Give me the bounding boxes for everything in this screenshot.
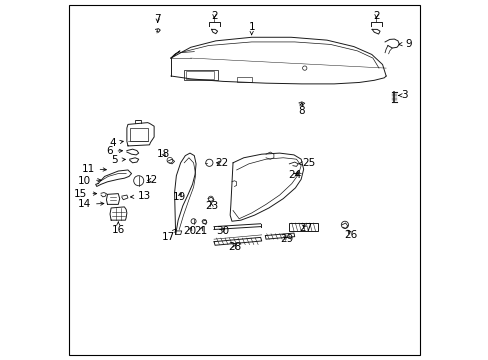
Text: 2: 2 [211,11,217,21]
Text: 24: 24 [287,170,301,180]
Text: 7: 7 [154,14,161,24]
Text: 26: 26 [344,230,357,239]
Text: 6: 6 [106,146,122,156]
Bar [289,223,317,231]
Text: 21: 21 [194,226,207,236]
Text: 29: 29 [280,234,293,244]
Text: 1: 1 [248,22,254,35]
Text: 13: 13 [130,191,151,201]
Text: 8: 8 [297,103,304,116]
Text: 23: 23 [204,201,218,211]
Text: 30: 30 [215,226,228,236]
Text: 15: 15 [74,189,97,199]
Text: 3: 3 [398,90,407,100]
Text: 25: 25 [298,158,314,168]
Text: 22: 22 [215,158,228,168]
Text: 4: 4 [109,139,123,148]
Bar [130,128,148,141]
Text: 9: 9 [398,39,411,49]
Bar [186,71,214,78]
Text: 12: 12 [144,175,158,185]
Text: 19: 19 [172,192,185,202]
Text: 14: 14 [78,199,103,210]
Text: 2: 2 [372,11,379,21]
Text: 17: 17 [162,229,176,242]
Text: 27: 27 [299,224,312,233]
Text: 28: 28 [227,242,241,252]
Text: 18: 18 [157,149,170,159]
Bar [183,69,217,80]
Text: 10: 10 [78,176,101,186]
Bar [237,77,252,82]
Text: 20: 20 [183,226,196,236]
Text: 5: 5 [111,155,125,165]
Text: 11: 11 [81,163,106,174]
Text: 16: 16 [111,222,124,235]
